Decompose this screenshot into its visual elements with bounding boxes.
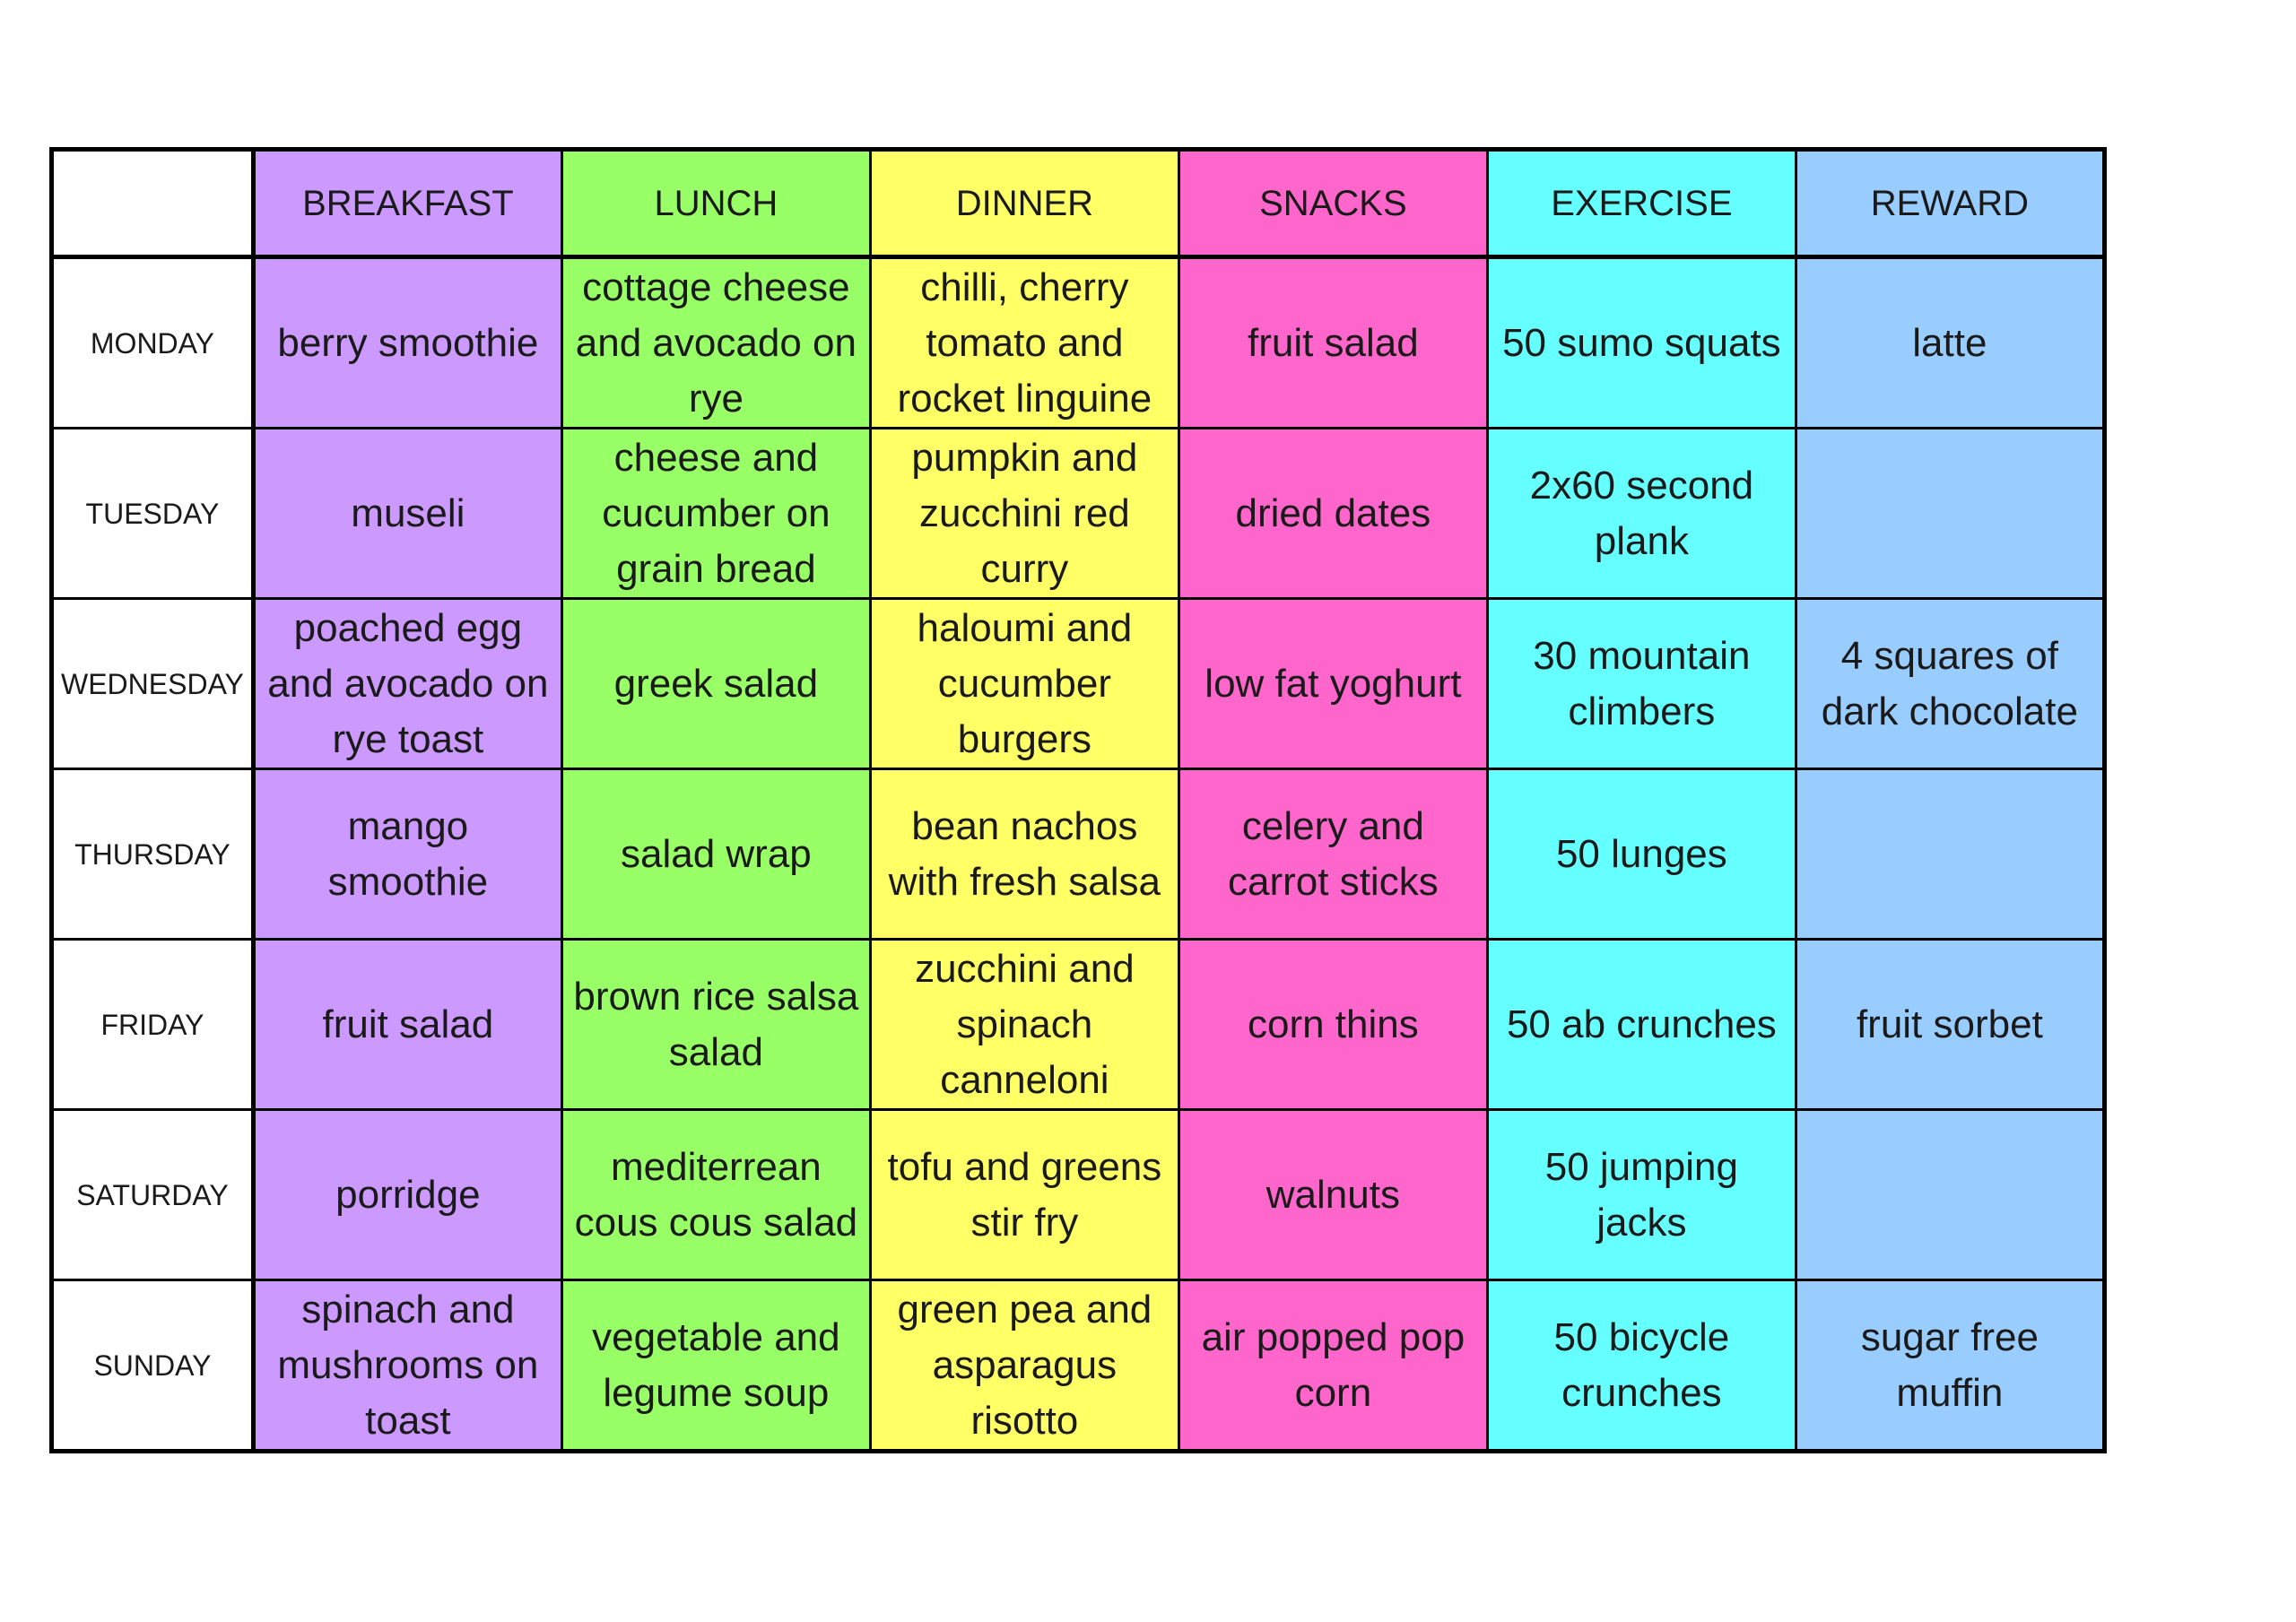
day-label-cell: WEDNESDAY bbox=[50, 597, 256, 770]
day-label-cell: TUESDAY bbox=[50, 427, 256, 600]
table-row: WEDNESDAY poached egg and avocado on rye… bbox=[50, 597, 2106, 770]
lunch-cell: cheese and cucumber on grain bread bbox=[560, 427, 872, 600]
day-label-cell: MONDAY bbox=[50, 256, 256, 429]
exercise-cell: 50 ab crunches bbox=[1485, 938, 1797, 1111]
header-row: BREAKFAST LUNCH DINNER SNACKS EXERCISE R… bbox=[50, 148, 2106, 259]
lunch-cell: cottage cheese and avocado on rye bbox=[560, 256, 872, 429]
table-row: FRIDAY fruit salad brown rice salsa sala… bbox=[50, 938, 2106, 1111]
reward-cell: 4 squares of dark chocolate bbox=[1794, 597, 2106, 770]
snacks-cell: corn thins bbox=[1177, 938, 1489, 1111]
reward-cell: latte bbox=[1794, 256, 2106, 429]
table-row: MONDAY berry smoothie cottage cheese and… bbox=[50, 256, 2106, 429]
lunch-cell: vegetable and legume soup bbox=[560, 1279, 872, 1453]
day-label-cell: SUNDAY bbox=[50, 1279, 256, 1453]
table-row: TUESDAY museli cheese and cucumber on gr… bbox=[50, 427, 2106, 600]
day-label-cell: FRIDAY bbox=[50, 938, 256, 1111]
weekly-meal-exercise-planner: BREAKFAST LUNCH DINNER SNACKS EXERCISE R… bbox=[49, 147, 2107, 1453]
exercise-cell: 50 lunges bbox=[1485, 768, 1797, 941]
breakfast-cell: spinach and mushrooms on toast bbox=[251, 1279, 563, 1453]
header-reward: REWARD bbox=[1794, 148, 2106, 259]
dinner-cell: pumpkin and zucchini red curry bbox=[868, 427, 1180, 600]
dinner-cell: chilli, cherry tomato and rocket linguin… bbox=[868, 256, 1180, 429]
lunch-cell: salad wrap bbox=[560, 768, 872, 941]
table-row: SATURDAY porridge mediterrean cous cous … bbox=[50, 1108, 2106, 1281]
dinner-cell: tofu and greens stir fry bbox=[868, 1108, 1180, 1281]
header-dinner: DINNER bbox=[868, 148, 1180, 259]
lunch-cell: brown rice salsa salad bbox=[560, 938, 872, 1111]
dinner-cell: haloumi and cucumber burgers bbox=[868, 597, 1180, 770]
reward-cell: sugar free muffin bbox=[1794, 1279, 2106, 1453]
header-blank-cell bbox=[50, 148, 256, 259]
breakfast-cell: museli bbox=[251, 427, 563, 600]
snacks-cell: celery and carrot sticks bbox=[1177, 768, 1489, 941]
exercise-cell: 50 bicycle crunches bbox=[1485, 1279, 1797, 1453]
table-row: SUNDAY spinach and mushrooms on toast ve… bbox=[50, 1279, 2106, 1453]
snacks-cell: air popped pop corn bbox=[1177, 1279, 1489, 1453]
reward-cell bbox=[1794, 1108, 2106, 1281]
lunch-cell: mediterrean cous cous salad bbox=[560, 1108, 872, 1281]
reward-cell: fruit sorbet bbox=[1794, 938, 2106, 1111]
exercise-cell: 50 sumo squats bbox=[1485, 256, 1797, 429]
breakfast-cell: berry smoothie bbox=[251, 256, 563, 429]
breakfast-cell: fruit salad bbox=[251, 938, 563, 1111]
snacks-cell: walnuts bbox=[1177, 1108, 1489, 1281]
snacks-cell: dried dates bbox=[1177, 427, 1489, 600]
dinner-cell: green pea and asparagus risotto bbox=[868, 1279, 1180, 1453]
day-label-cell: SATURDAY bbox=[50, 1108, 256, 1281]
dinner-cell: bean nachos with fresh salsa bbox=[868, 768, 1180, 941]
dinner-cell: zucchini and spinach canneloni bbox=[868, 938, 1180, 1111]
exercise-cell: 50 jumping jacks bbox=[1485, 1108, 1797, 1281]
header-snacks: SNACKS bbox=[1177, 148, 1489, 259]
table-row: THURSDAY mango smoothie salad wrap bean … bbox=[50, 768, 2106, 941]
header-breakfast: BREAKFAST bbox=[251, 148, 563, 259]
breakfast-cell: porridge bbox=[251, 1108, 563, 1281]
breakfast-cell: mango smoothie bbox=[251, 768, 563, 941]
snacks-cell: fruit salad bbox=[1177, 256, 1489, 429]
exercise-cell: 2x60 second plank bbox=[1485, 427, 1797, 600]
reward-cell bbox=[1794, 427, 2106, 600]
header-exercise: EXERCISE bbox=[1485, 148, 1797, 259]
exercise-cell: 30 mountain climbers bbox=[1485, 597, 1797, 770]
breakfast-cell: poached egg and avocado on rye toast bbox=[251, 597, 563, 770]
reward-cell bbox=[1794, 768, 2106, 941]
lunch-cell: greek salad bbox=[560, 597, 872, 770]
day-label-cell: THURSDAY bbox=[50, 768, 256, 941]
header-lunch: LUNCH bbox=[560, 148, 872, 259]
snacks-cell: low fat yoghurt bbox=[1177, 597, 1489, 770]
